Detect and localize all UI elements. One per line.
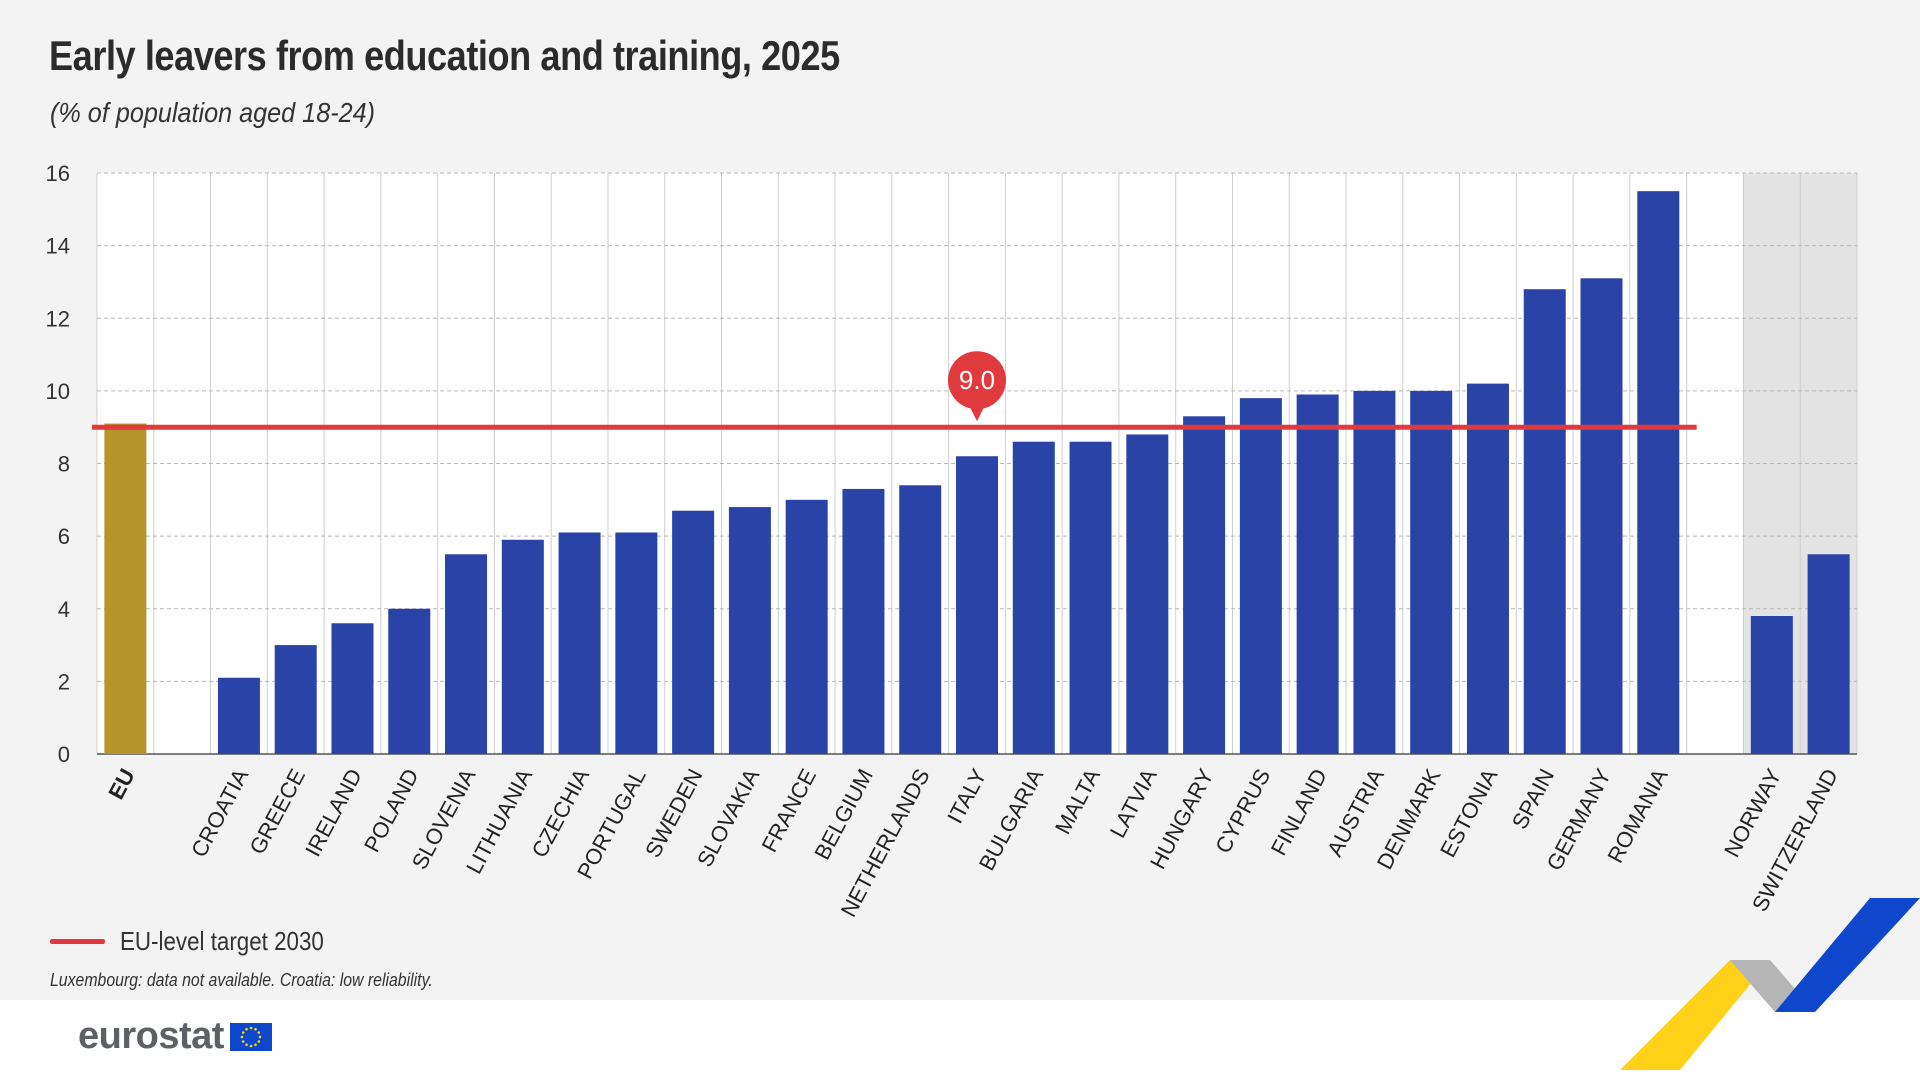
bar-greece [274,645,317,754]
footnote: Luxembourg: data not available. Croatia:… [50,970,433,990]
y-tick-label: 4 [58,597,70,622]
chart-title: Early leavers from education and trainin… [49,32,840,79]
bar-ireland [331,623,374,754]
y-tick-label: 6 [58,524,70,549]
y-tick-label: 12 [46,306,70,331]
y-tick-label: 10 [46,379,70,404]
eurostat-logo: eurostat [78,1015,272,1058]
bar-lithuania [501,539,544,754]
chart-subtitle: (% of population aged 18-24) [50,97,376,128]
x-tick-label: MALTA [1050,764,1105,838]
legend-line-swatch [50,939,105,944]
bar-poland [388,608,431,754]
bar-portugal [615,532,658,754]
x-tick-label: LATVIA [1105,764,1162,842]
target-value-label: 9.0 [959,365,995,395]
bar-belgium [842,488,885,754]
legend-label: EU-level target 2030 [120,926,324,956]
footer-band [0,1000,1920,1080]
eu-flag-icon [229,1022,272,1051]
x-tick-label: POLAND [359,765,424,857]
bar-slovakia [728,507,771,754]
bar-bulgaria [1012,441,1055,754]
y-tick-label: 2 [58,669,70,694]
bar-eu [104,423,147,754]
bar-denmark [1410,390,1453,754]
legend: EU-level target 2030 [50,926,357,957]
bar-sweden [672,510,715,754]
target-marker: 9.0 [948,351,1006,422]
x-tick-label: ESTONIA [1435,764,1502,861]
bar-malta [1069,441,1112,754]
x-tick-label: ITALY [942,764,991,827]
bar-latvia [1126,434,1169,754]
target-marker-bubble [948,351,1006,410]
bar-italy [956,456,998,754]
bar-slovenia [445,554,488,754]
bar-hungary [1183,416,1226,754]
x-tick-label: CYPRUS [1210,765,1275,858]
bar-croatia [217,677,260,754]
x-tick-label: AUSTRIA [1322,764,1389,860]
bar-cyprus [1239,398,1282,754]
x-tick-label: FINLAND [1266,765,1332,860]
x-tick-label: FRANCE [757,765,822,857]
y-tick-label: 0 [58,742,70,767]
bar-romania [1637,191,1680,754]
bar-norway [1750,616,1793,754]
x-tick-label: GREECE [244,765,310,859]
bar-czechia [558,532,601,754]
logo-text: eurostat [78,1015,224,1057]
decorative-chevron-graphic [1620,898,1920,1070]
bar-austria [1353,390,1396,754]
y-tick-label: 14 [46,234,70,259]
bar-netherlands [899,485,942,754]
bar-estonia [1466,383,1509,754]
y-tick-label: 16 [46,161,70,186]
x-tick-label: IRELAND [300,765,367,861]
bar-france [785,499,828,754]
bar-spain [1523,289,1566,754]
x-tick-label: EU [103,765,139,804]
bar-finland [1296,394,1339,754]
y-tick-label: 8 [58,452,70,477]
bar-germany [1580,278,1623,754]
target-marker-pointer [968,403,986,422]
x-tick-label: SPAIN [1507,765,1559,834]
bar-switzerland [1807,554,1850,754]
